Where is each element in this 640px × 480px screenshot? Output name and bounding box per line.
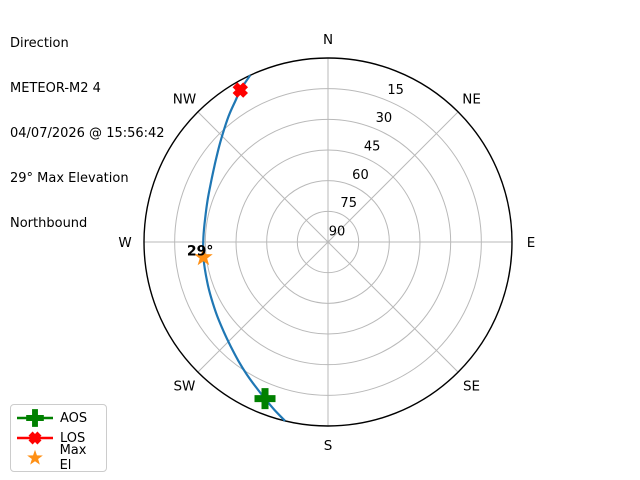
compass-label-ne: NE	[462, 91, 481, 107]
azimuth-spoke	[197, 241, 329, 373]
elevation-tick-label: 15	[387, 83, 404, 98]
legend: AOS LOS Max El	[10, 404, 107, 473]
pass-info-satellite: METEOR-M2 4	[10, 81, 101, 96]
horizon-circle	[143, 57, 513, 427]
azimuth-spoke	[197, 111, 329, 243]
los-x-icon	[17, 431, 53, 445]
max-elevation-label: 29°	[187, 243, 213, 259]
elevation-tick-label: 45	[364, 139, 381, 154]
legend-star-glyph	[27, 449, 43, 465]
elevation-tick-label: 60	[352, 168, 369, 183]
compass-label-nw: NW	[173, 91, 196, 107]
elevation-tick-label: 75	[340, 196, 357, 211]
legend-label-aos: AOS	[60, 410, 88, 426]
pass-info-datetime: 04/07/2026 @ 15:56:42	[10, 126, 165, 141]
legend-item-maxel: Max El	[15, 443, 102, 473]
aos-marker	[254, 388, 276, 410]
aos-plus-icon	[17, 409, 53, 427]
compass-label-e: E	[527, 235, 536, 251]
elevation-tick-label: 90	[329, 224, 346, 239]
pass-info: Direction METEOR-M2 4 04/07/2026 @ 15:56…	[10, 6, 165, 261]
compass-label-sw: SW	[173, 379, 195, 395]
los-marker	[232, 82, 249, 98]
legend-item-los: LOS	[15, 428, 102, 448]
pass-info-title: Direction	[10, 36, 69, 51]
legend-label-maxel: Max El	[59, 443, 87, 473]
compass-label-s: S	[324, 438, 333, 454]
azimuth-spoke	[327, 111, 459, 243]
azimuth-spoke	[327, 241, 459, 373]
legend-item-aos: AOS	[15, 408, 102, 428]
pass-info-max-elevation: 29° Max Elevation	[10, 171, 129, 186]
elevation-tick-label: 30	[376, 111, 393, 126]
satellite-sky-track	[201, 74, 286, 422]
legend-plus-glyph	[26, 409, 44, 427]
compass-label-se: SE	[463, 379, 480, 395]
max-el-star-icon	[27, 449, 43, 465]
compass-label-n: N	[323, 32, 333, 48]
pass-info-direction: Northbound	[10, 216, 88, 231]
max-el-marker	[194, 247, 213, 266]
compass-label-w: W	[118, 235, 131, 251]
legend-x-glyph	[28, 431, 42, 445]
legend-label-los: LOS	[60, 430, 86, 446]
